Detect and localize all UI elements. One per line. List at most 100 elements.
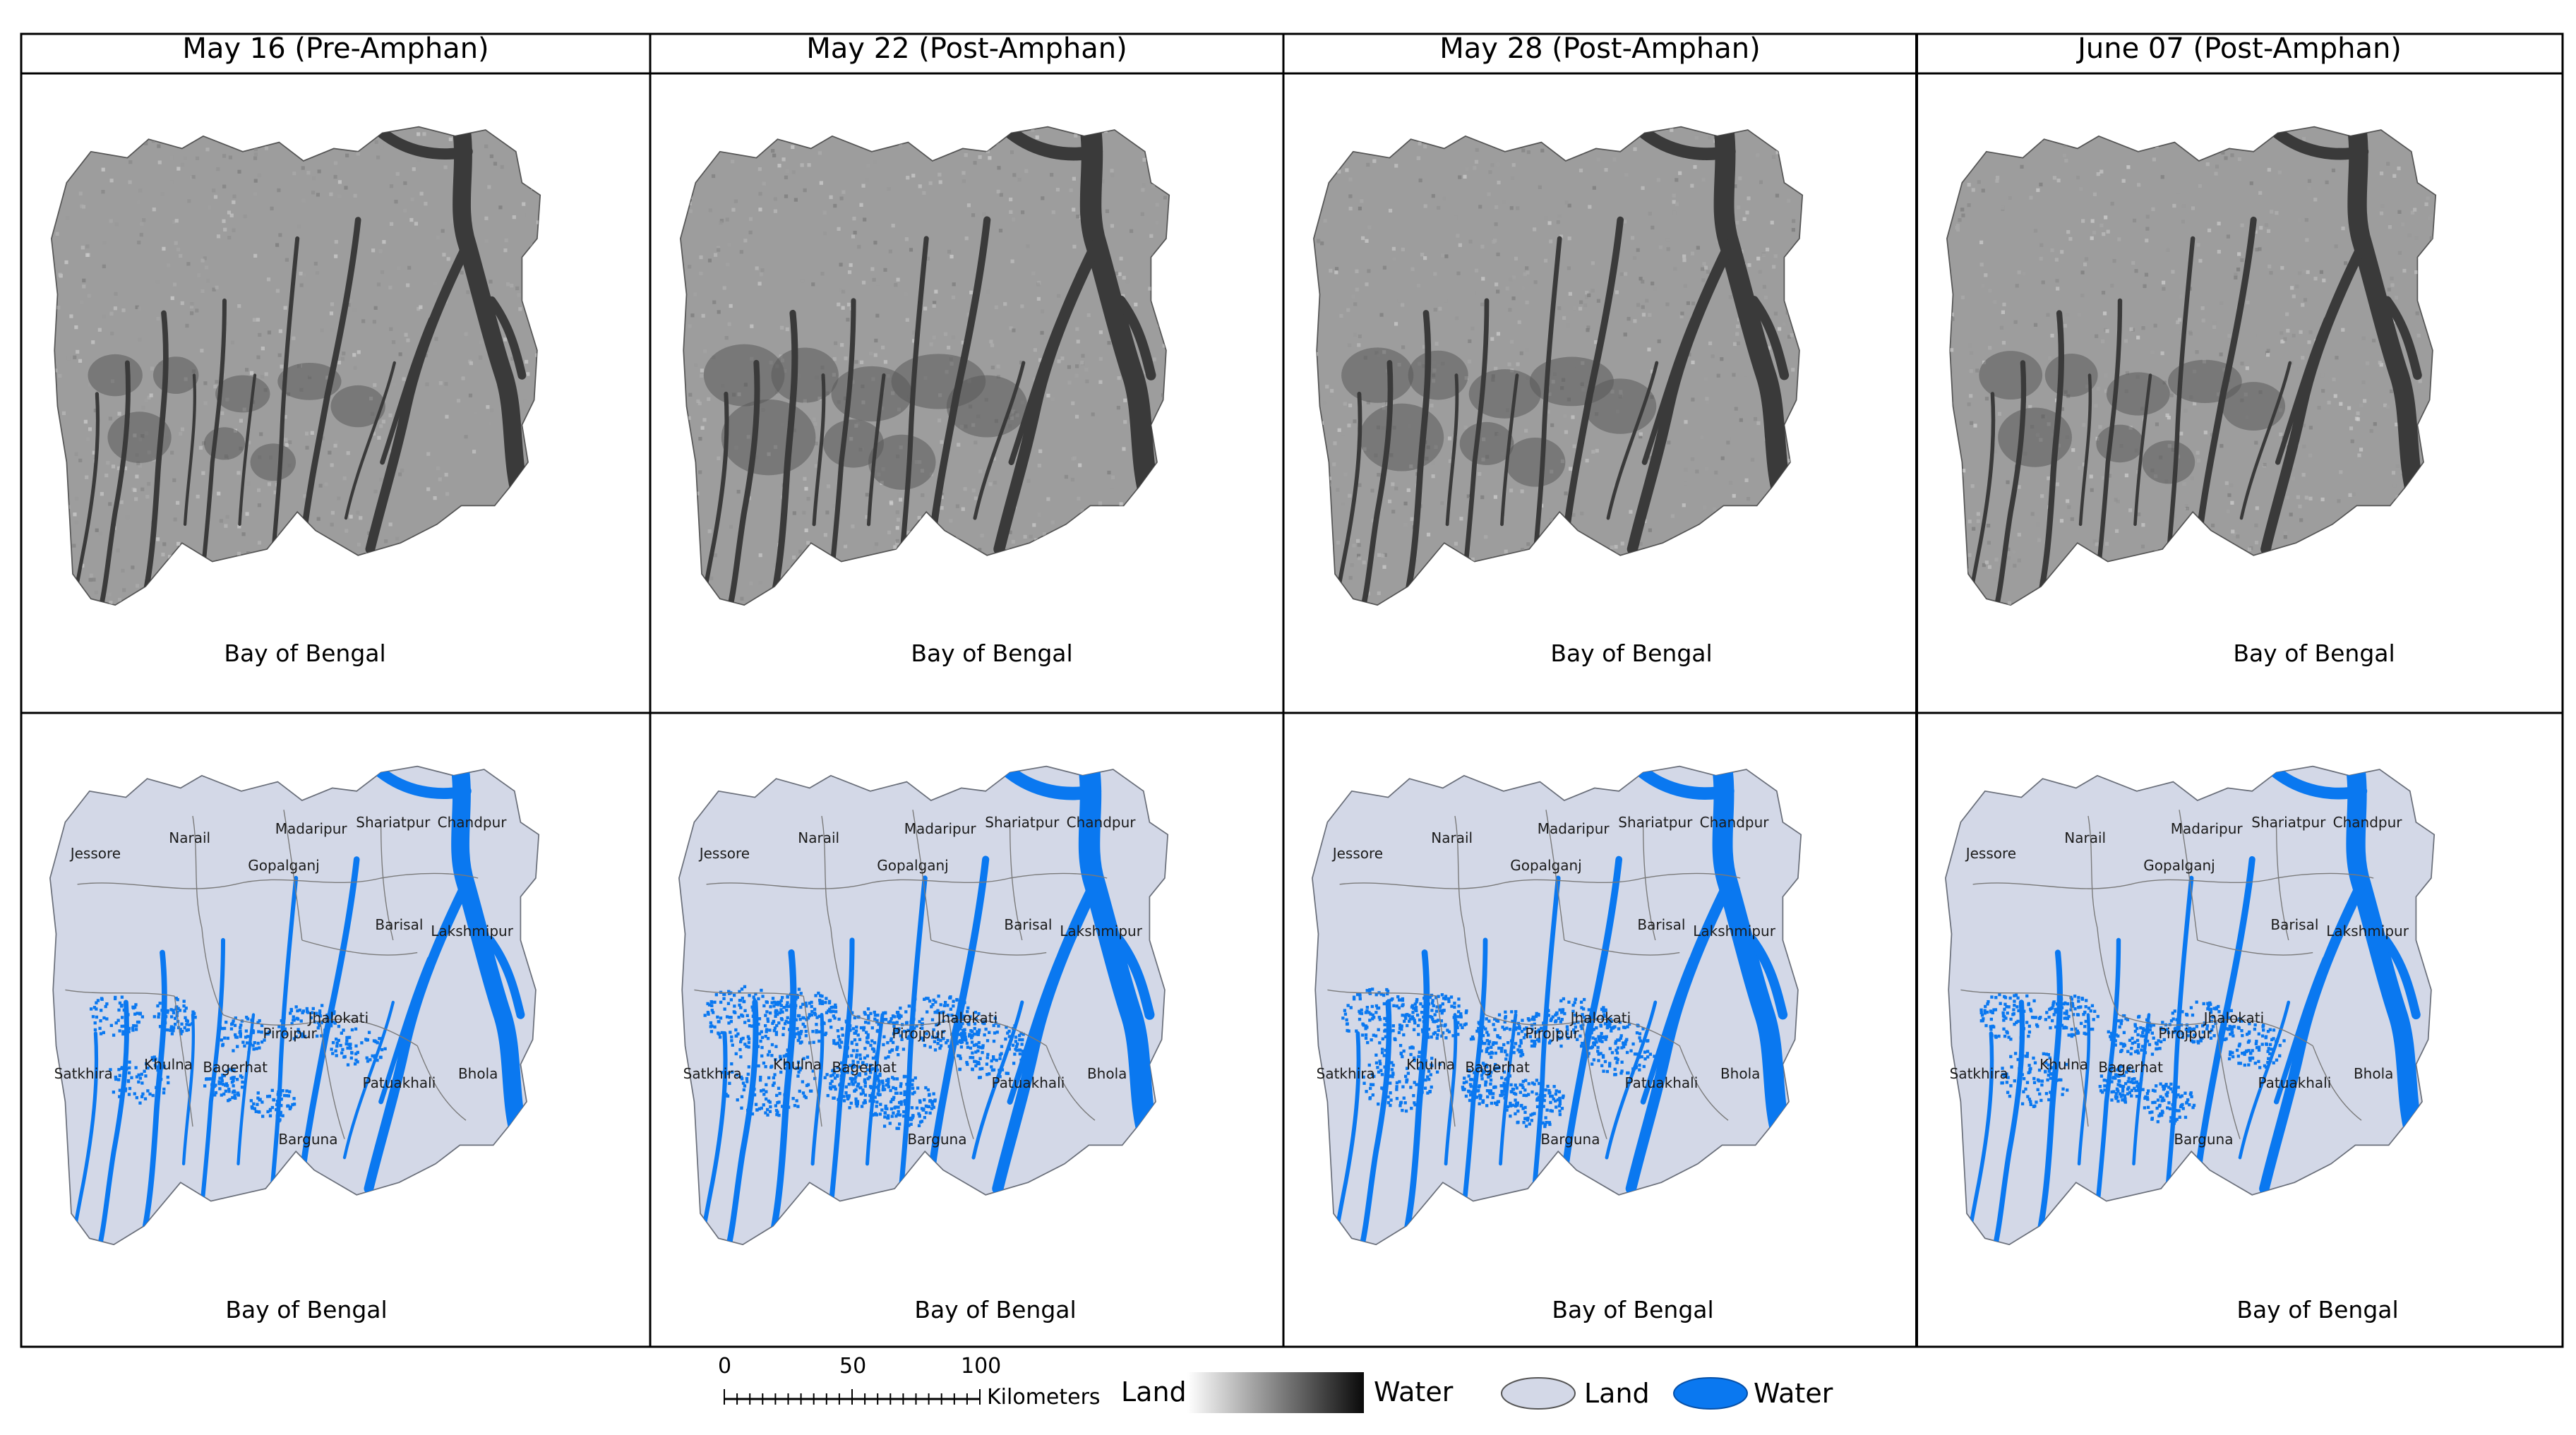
district-label-khulna: Khulna	[1406, 1056, 1456, 1073]
bay-label-class-may28: Bay of Bengal	[1552, 1296, 1714, 1323]
sar-map-may28	[1313, 126, 1804, 606]
scale-bar	[724, 1389, 981, 1405]
bay-label-class-june07: Bay of Bengal	[2236, 1296, 2399, 1323]
district-label-jessore: Jessore	[70, 844, 121, 862]
sar-map-may22	[680, 126, 1170, 606]
sar-delta-map	[1313, 126, 1804, 606]
classified-map-may28	[1312, 765, 1802, 1246]
class-delta-map	[1945, 765, 2436, 1246]
district-label-jhalokati: Jhalokati	[1570, 1009, 1631, 1026]
district-label-jessore: Jessore	[699, 844, 750, 862]
column-header-may22: May 22 (Post-Amphan)	[806, 32, 1127, 65]
district-label-satkhira: Satkhira	[1949, 1065, 2008, 1083]
bay-label-sar-june07: Bay of Bengal	[2233, 640, 2395, 667]
district-label-jessore: Jessore	[1965, 844, 2017, 862]
district-label-lakshmipur: Lakshmipur	[2326, 922, 2409, 939]
sar-delta-map	[1946, 126, 2437, 606]
district-label-pirojpur: Pirojpur	[263, 1025, 317, 1042]
column-header-may28: May 28 (Post-Amphan)	[1439, 32, 1761, 65]
bay-label-sar-may16: Bay of Bengal	[224, 640, 386, 667]
bay-label-class-may16: Bay of Bengal	[225, 1296, 388, 1323]
land-area	[49, 765, 540, 1246]
water-swatch-icon	[1673, 1377, 1748, 1410]
district-label-bagerhat: Bagerhat	[2098, 1059, 2163, 1076]
scale-tick-100: 100	[961, 1354, 1002, 1379]
district-label-narail: Narail	[1431, 829, 1473, 846]
class-delta-map	[1312, 765, 1802, 1246]
district-label-khulna: Khulna	[2039, 1056, 2089, 1073]
district-label-gopalganj: Gopalganj	[877, 857, 949, 875]
district-label-shariatpur: Shariatpur	[2251, 813, 2326, 831]
district-label-chandpur: Chandpur	[1066, 813, 1136, 831]
district-label-jhalokati: Jhalokati	[308, 1009, 369, 1026]
district-label-chandpur: Chandpur	[437, 813, 507, 831]
district-label-patuakhali: Patuakhali	[2258, 1074, 2332, 1092]
district-label-gopalganj: Gopalganj	[248, 857, 320, 875]
district-label-barisal: Barisal	[375, 916, 424, 933]
district-label-bagerhat: Bagerhat	[832, 1059, 897, 1076]
district-label-satkhira: Satkhira	[1316, 1065, 1375, 1083]
district-label-bhola: Bhola	[1086, 1065, 1127, 1083]
district-label-shariatpur: Shariatpur	[356, 813, 431, 831]
district-label-pirojpur: Pirojpur	[892, 1025, 946, 1042]
class-legend-water-label: Water	[1754, 1378, 1833, 1409]
scale-tick-50: 50	[839, 1354, 867, 1379]
scale-unit-label: Kilometers	[987, 1385, 1101, 1410]
district-label-gopalganj: Gopalganj	[2143, 857, 2215, 875]
district-label-lakshmipur: Lakshmipur	[431, 922, 513, 939]
district-label-khulna: Khulna	[144, 1056, 193, 1073]
district-label-satkhira: Satkhira	[683, 1065, 742, 1083]
district-label-madaripur: Madaripur	[1537, 819, 1610, 837]
class-delta-map	[49, 765, 540, 1246]
sar-delta-map	[680, 126, 1170, 606]
sar-legend-low-label: Land	[1121, 1376, 1187, 1407]
district-label-chandpur: Chandpur	[2332, 813, 2402, 831]
bay-label-sar-may28: Bay of Bengal	[1550, 640, 1713, 667]
sar-delta-map	[51, 126, 541, 606]
district-label-madaripur: Madaripur	[904, 819, 976, 837]
class-legend-land-label: Land	[1584, 1378, 1650, 1409]
district-label-madaripur: Madaripur	[2170, 819, 2243, 837]
district-label-bhola: Bhola	[2353, 1065, 2394, 1083]
district-label-bhola: Bhola	[457, 1065, 498, 1083]
district-label-jessore: Jessore	[1332, 844, 1384, 862]
district-label-madaripur: Madaripur	[275, 819, 347, 837]
scale-tick-0: 0	[718, 1354, 732, 1379]
district-label-bhola: Bhola	[1720, 1065, 1761, 1083]
class-delta-map	[678, 765, 1169, 1246]
district-label-pirojpur: Pirojpur	[2158, 1025, 2212, 1042]
district-label-barisal: Barisal	[1637, 916, 1686, 933]
district-label-chandpur: Chandpur	[1699, 813, 1769, 831]
district-label-khulna: Khulna	[773, 1056, 822, 1073]
district-label-satkhira: Satkhira	[54, 1065, 113, 1083]
land-swatch-icon	[1501, 1377, 1576, 1410]
district-label-narail: Narail	[169, 829, 211, 846]
district-label-barguna: Barguna	[278, 1130, 338, 1148]
sar-gradient-swatch	[1187, 1372, 1364, 1413]
district-label-bagerhat: Bagerhat	[1465, 1059, 1530, 1076]
district-label-barisal: Barisal	[2270, 916, 2319, 933]
district-label-narail: Narail	[2064, 829, 2107, 846]
land-area	[1945, 765, 2436, 1246]
district-label-bagerhat: Bagerhat	[203, 1059, 268, 1076]
classified-map-june07	[1945, 765, 2436, 1246]
district-label-lakshmipur: Lakshmipur	[1060, 922, 1142, 939]
district-label-pirojpur: Pirojpur	[1525, 1025, 1579, 1042]
classified-map-may22	[678, 765, 1169, 1246]
bay-label-class-may22: Bay of Bengal	[914, 1296, 1077, 1323]
district-label-shariatpur: Shariatpur	[985, 813, 1060, 831]
district-label-barisal: Barisal	[1004, 916, 1053, 933]
sar-map-may16	[51, 126, 541, 606]
district-label-narail: Narail	[798, 829, 840, 846]
column-header-may16: May 16 (Pre-Amphan)	[182, 32, 489, 65]
district-label-barguna: Barguna	[907, 1130, 967, 1148]
district-label-lakshmipur: Lakshmipur	[1693, 922, 1775, 939]
district-label-barguna: Barguna	[2174, 1130, 2234, 1148]
column-header-june07: June 07 (Post-Amphan)	[2078, 32, 2402, 65]
district-label-barguna: Barguna	[1540, 1130, 1600, 1148]
district-label-patuakhali: Patuakhali	[1624, 1074, 1699, 1092]
district-label-jhalokati: Jhalokati	[2203, 1009, 2265, 1026]
district-label-shariatpur: Shariatpur	[1618, 813, 1693, 831]
